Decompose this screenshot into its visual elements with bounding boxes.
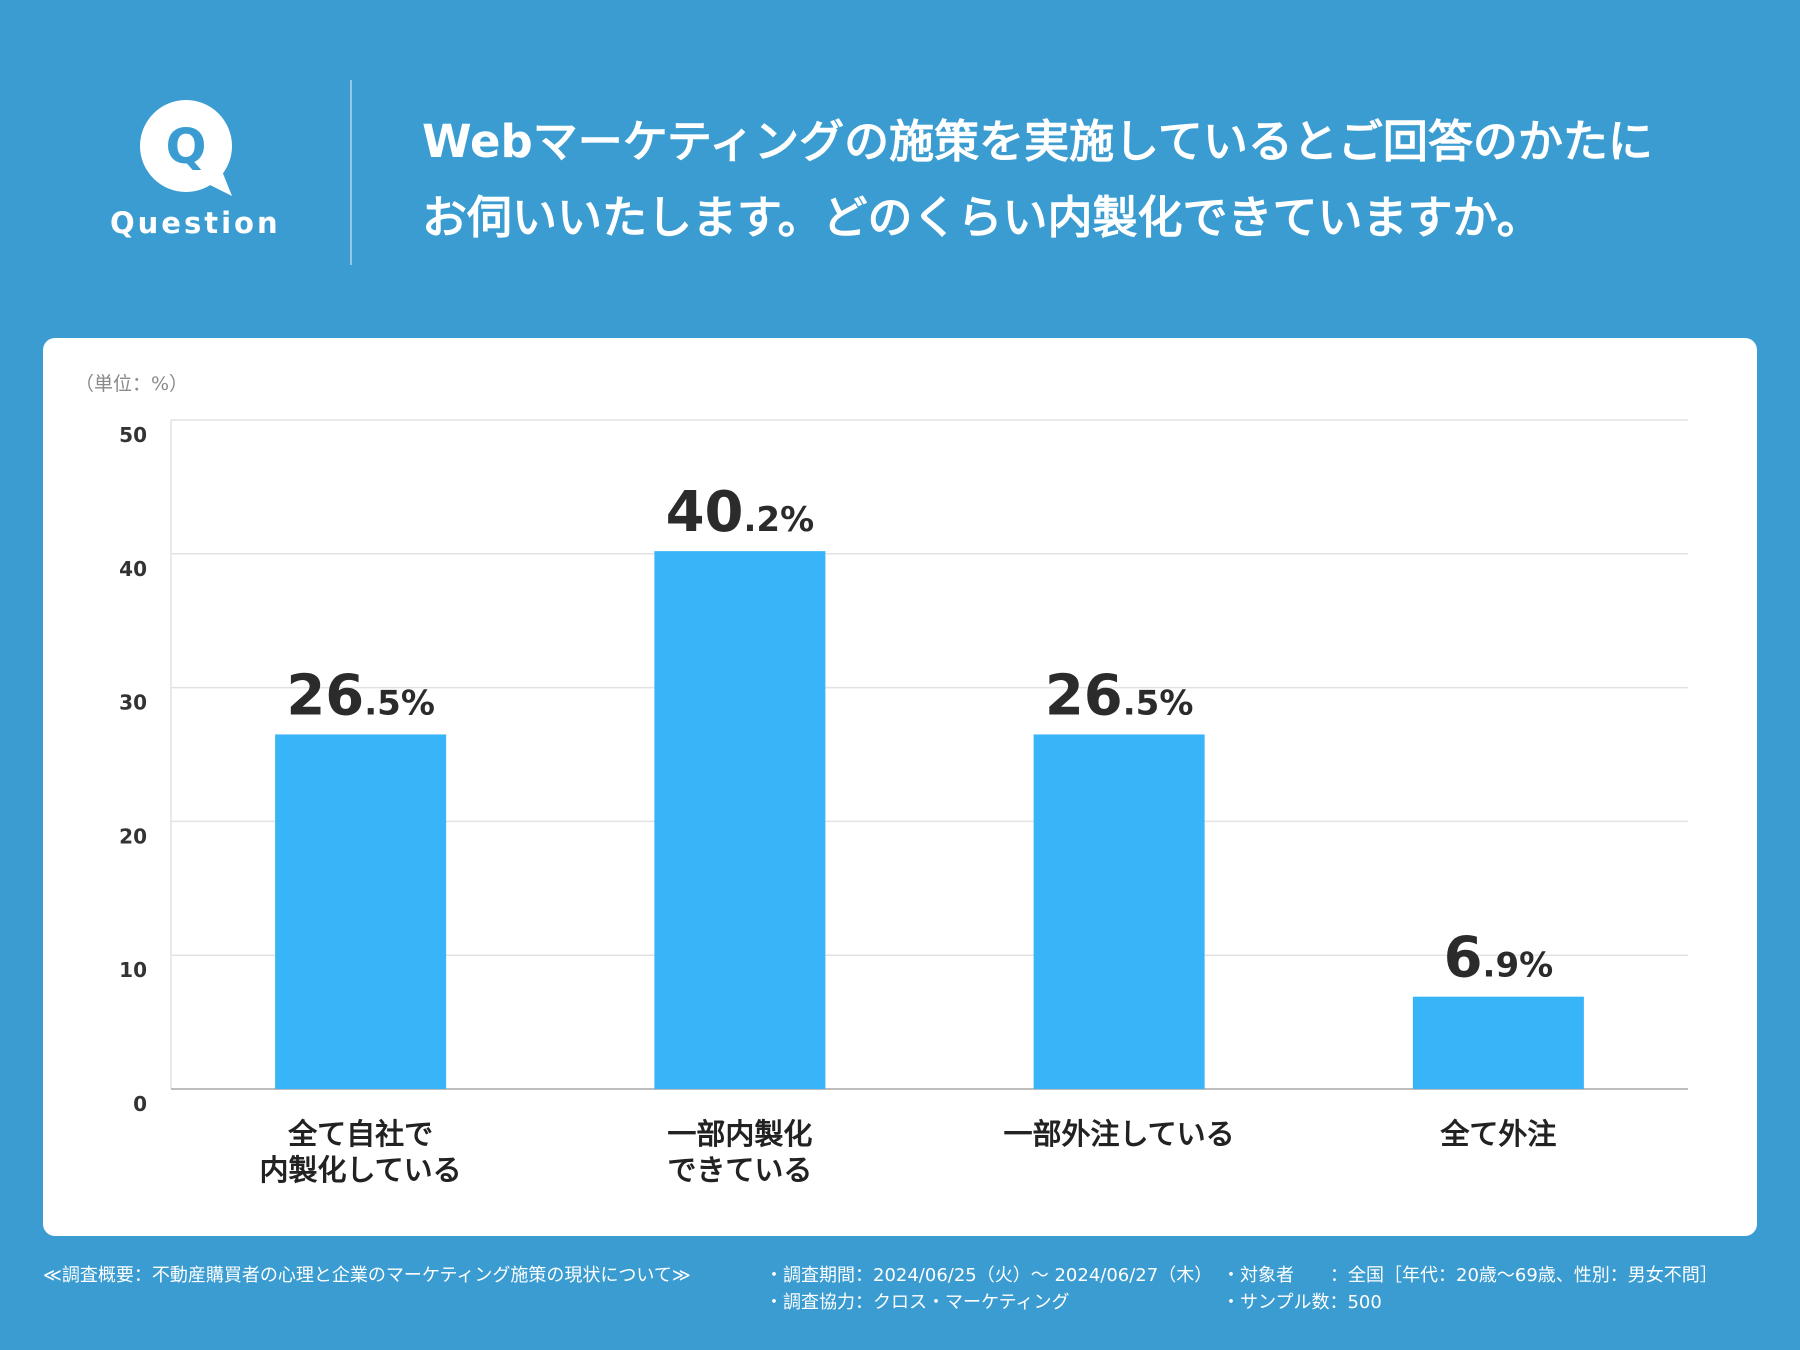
- footer-survey: ≪調査概要：不動産購買者の心理と企業のマーケティング施策の現状について≫: [43, 1262, 691, 1289]
- question-badge-icon: Q: [140, 100, 232, 196]
- y-tick-label: 40: [119, 557, 147, 581]
- value-label: 40.2%: [666, 480, 815, 545]
- category-label: 一部外注している: [1004, 1117, 1235, 1151]
- footer-target: ・対象者 ：全国［年代：20歳〜69歳、性別：男女不問］ ・サンプル数：500: [1222, 1262, 1718, 1316]
- y-tick-label: 10: [119, 958, 147, 982]
- survey-period: ・調査期間：2024/06/25（火）〜 2024/06/27（木）: [765, 1265, 1213, 1286]
- footer-period: ・調査期間：2024/06/25（火）〜 2024/06/27（木） ・調査協力…: [765, 1262, 1212, 1316]
- category-label: 一部内製化: [667, 1117, 812, 1151]
- value-label: 26.5%: [1045, 663, 1194, 728]
- unit-label: （単位：%）: [75, 373, 188, 395]
- survey-target: ・対象者 ：全国［年代：20歳〜69歳、性別：男女不問］: [1222, 1265, 1718, 1286]
- category-label: 全て外注: [1439, 1117, 1556, 1151]
- bar: [275, 734, 447, 1089]
- survey-sample: ・サンプル数：500: [1222, 1292, 1382, 1313]
- question-label: Question: [110, 206, 281, 240]
- category-label: 全て自社で: [287, 1117, 433, 1151]
- y-tick-label: 20: [119, 824, 147, 848]
- bar: [654, 551, 826, 1089]
- bar: [1412, 996, 1584, 1089]
- bar: [1033, 734, 1205, 1089]
- question-line-2: お伺いいたします。どのくらい内製化できていますか。: [422, 191, 1542, 244]
- question-text: Webマーケティングの施策を実施しているとご回答のかたに お伺いいたします。どの…: [422, 104, 1762, 256]
- y-tick-label: 50: [119, 423, 147, 447]
- survey-title: ≪調査概要：不動産購買者の心理と企業のマーケティング施策の現状について≫: [43, 1265, 691, 1286]
- category-label: できている: [667, 1153, 812, 1187]
- y-tick-label: 0: [133, 1092, 147, 1116]
- value-label: 26.5%: [286, 663, 435, 728]
- question-badge-letter: Q: [166, 119, 207, 175]
- value-label: 6.9%: [1444, 926, 1554, 991]
- header-divider: [350, 80, 352, 265]
- question-line-1: Webマーケティングの施策を実施しているとご回答のかたに: [422, 115, 1653, 168]
- y-tick-label: 30: [119, 691, 147, 715]
- chart-card: （単位：%） 0 10 20 30 40 50 26.5% 全て自社で 内製化している 40.2% 一…: [43, 338, 1757, 1236]
- category-label: 内製化している: [260, 1153, 462, 1187]
- survey-cooperation: ・調査協力：クロス・マーケティング: [765, 1292, 1070, 1313]
